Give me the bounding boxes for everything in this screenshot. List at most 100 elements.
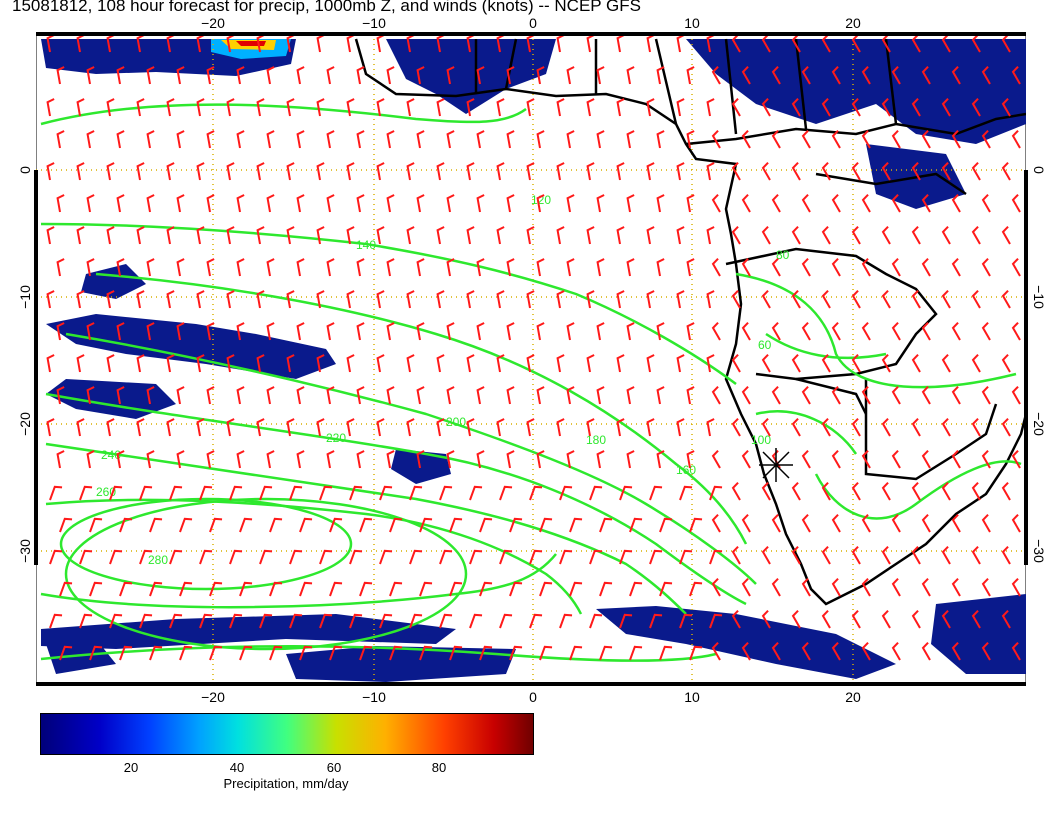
wind-barb	[526, 354, 535, 373]
lon-tick-label: 10	[684, 689, 700, 705]
wind-barb	[466, 162, 475, 181]
wind-barb	[791, 225, 801, 245]
wind-barb	[496, 162, 505, 181]
wind-barb	[971, 481, 981, 501]
wind-barb	[499, 485, 513, 501]
wind-barb	[891, 641, 901, 661]
wind-barb	[406, 162, 415, 181]
wind-barb	[146, 450, 155, 469]
wind-barb	[226, 290, 235, 309]
wind-barb	[419, 581, 433, 597]
wind-barb	[136, 162, 145, 181]
wind-barb	[376, 98, 385, 117]
wind-barb	[676, 34, 685, 53]
wind-barb	[316, 418, 325, 437]
lat-tick-label: −10	[1031, 285, 1047, 309]
wind-barb	[46, 354, 55, 373]
wind-barb	[349, 485, 363, 501]
wind-barb	[706, 354, 715, 373]
wind-barb	[771, 577, 781, 597]
wind-barb	[269, 517, 283, 533]
location-marker-icon	[759, 448, 793, 482]
wind-barb	[479, 517, 493, 533]
wind-barb	[506, 66, 515, 85]
wind-barb	[731, 481, 741, 501]
wind-barb	[476, 386, 485, 405]
wind-barb	[951, 321, 961, 341]
wind-barb	[379, 485, 393, 501]
wind-barb	[951, 449, 961, 469]
wind-barb	[821, 353, 831, 373]
wind-barb	[771, 385, 781, 405]
wind-barb	[509, 517, 523, 533]
wind-barb	[466, 226, 475, 245]
wind-barb	[296, 130, 305, 149]
wind-barb	[731, 225, 741, 245]
wind-barb	[1011, 129, 1021, 149]
wind-barb	[326, 258, 335, 277]
wind-barb	[626, 386, 635, 405]
wind-barb	[476, 322, 485, 341]
wind-barb	[566, 450, 575, 469]
wind-barb	[656, 322, 665, 341]
wind-barb	[436, 354, 445, 373]
wind-barb	[506, 386, 515, 405]
wind-barb	[556, 226, 565, 245]
wind-barb	[851, 353, 861, 373]
wind-barb	[106, 162, 115, 181]
wind-barb	[446, 386, 455, 405]
wind-barb	[526, 418, 535, 437]
wind-barb	[496, 354, 505, 373]
wind-barb	[711, 65, 721, 85]
wind-barb	[761, 417, 771, 437]
wind-barb	[619, 549, 633, 565]
wind-barb	[646, 226, 655, 245]
wind-barb	[741, 321, 751, 341]
wind-barb	[731, 417, 741, 437]
wind-barb	[439, 549, 453, 565]
wind-barb	[821, 481, 831, 501]
wind-barb	[1011, 641, 1021, 661]
wind-barb	[731, 609, 741, 629]
wind-barb	[356, 322, 365, 341]
wind-barb	[496, 34, 505, 53]
wind-barb	[236, 258, 245, 277]
wind-barb	[881, 289, 891, 309]
lon-tick-label: 0	[529, 689, 537, 705]
wind-barb	[236, 322, 245, 341]
wind-barb	[529, 485, 543, 501]
wind-barb	[296, 66, 305, 85]
wind-barb	[316, 290, 325, 309]
wind-barb	[1011, 193, 1021, 213]
wind-barb	[861, 257, 871, 277]
wind-barb	[971, 289, 981, 309]
wind-barb	[236, 66, 245, 85]
lat-tick-label: −30	[17, 539, 33, 563]
wind-barb	[526, 162, 535, 181]
wind-barb	[851, 225, 861, 245]
wind-barb	[881, 417, 891, 437]
wind-barb	[599, 517, 613, 533]
wind-barb	[656, 386, 665, 405]
wind-barb	[326, 66, 335, 85]
wind-barb	[626, 258, 635, 277]
wind-barb	[316, 226, 325, 245]
wind-barb	[791, 289, 801, 309]
wind-barb	[109, 549, 123, 565]
wind-barb	[981, 577, 991, 597]
wind-barb	[346, 162, 355, 181]
wind-barb	[586, 34, 595, 53]
wind-barb	[89, 581, 103, 597]
wind-barb	[821, 417, 831, 437]
wind-barb	[741, 257, 751, 277]
wind-barb	[509, 581, 523, 597]
wind-barb	[76, 162, 85, 181]
wind-barb	[479, 581, 493, 597]
wind-barb	[56, 322, 65, 341]
wind-barb	[981, 65, 991, 85]
colorbar-label: Precipitation, mm/day	[223, 776, 349, 791]
wind-barb	[761, 545, 771, 565]
wind-barb	[206, 322, 215, 341]
lon-tick-label: 20	[845, 689, 861, 705]
wind-barb	[386, 386, 395, 405]
